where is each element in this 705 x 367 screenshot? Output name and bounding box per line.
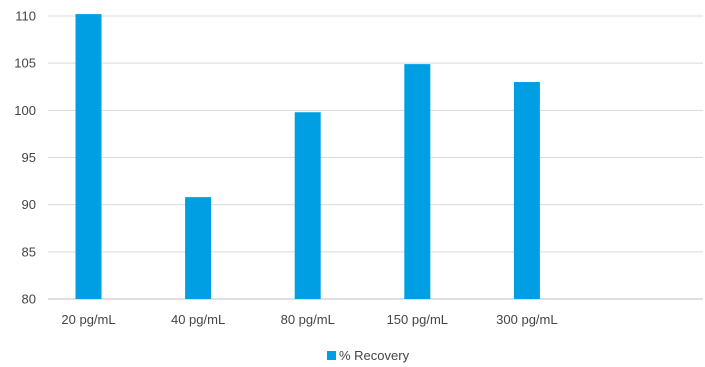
grid-lines xyxy=(48,15,703,300)
bar xyxy=(294,112,321,299)
y-axis-ticks: 80 85 90 95 100 105 110 xyxy=(14,9,36,307)
bars xyxy=(75,14,540,300)
y-tick-label: 85 xyxy=(22,244,36,259)
x-tick-label: 40 pg/mL xyxy=(171,312,225,327)
bar xyxy=(185,197,212,299)
y-tick-label: 90 xyxy=(22,197,36,212)
x-tick-label: 300 pg/mL xyxy=(496,312,557,327)
legend-swatch xyxy=(327,351,336,360)
y-tick-label: 80 xyxy=(22,292,36,307)
y-tick-label: 95 xyxy=(22,150,36,165)
bar xyxy=(75,14,102,299)
y-tick-label: 110 xyxy=(15,9,36,24)
x-tick-label: 20 pg/mL xyxy=(61,312,115,327)
x-tick-label: 150 pg/mL xyxy=(387,312,448,327)
bar xyxy=(513,82,540,300)
y-tick-label: 105 xyxy=(14,56,36,71)
legend: % Recovery xyxy=(327,348,410,363)
bar xyxy=(404,64,431,299)
legend-label: % Recovery xyxy=(339,348,410,363)
x-tick-label: 80 pg/mL xyxy=(281,312,335,327)
x-axis-ticks: 20 pg/mL 40 pg/mL 80 pg/mL 150 pg/mL 300 pg/… xyxy=(61,312,557,327)
y-tick-label: 100 xyxy=(14,103,36,118)
